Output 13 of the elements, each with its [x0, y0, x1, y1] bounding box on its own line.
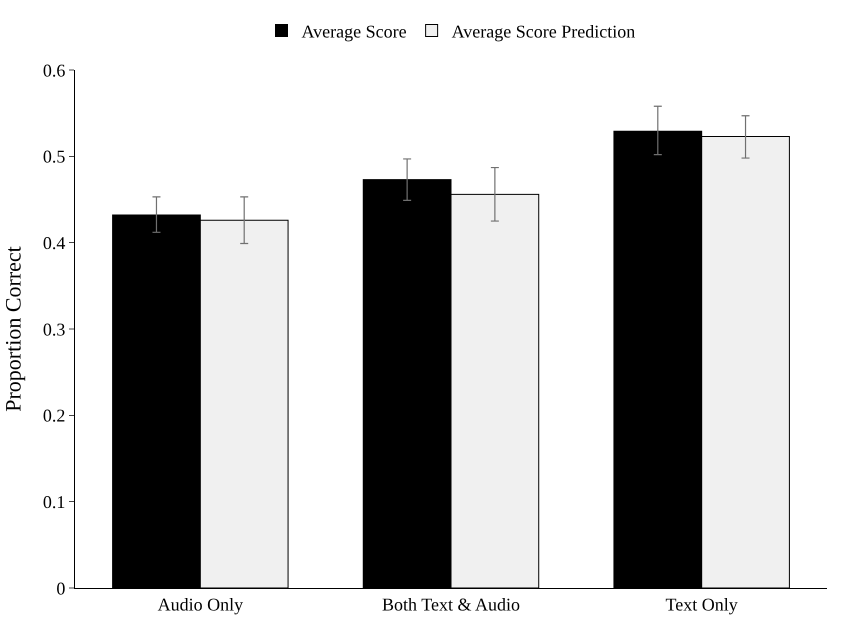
legend-label: Average Score Prediction [452, 22, 636, 42]
y-tick-label: 0.4 [42, 232, 66, 253]
y-tick-label: 0.1 [42, 492, 66, 512]
legend-label: Average Score [302, 22, 407, 42]
y-axis-title: Proportion Correct [0, 246, 26, 412]
y-tick-label: 0.6 [42, 60, 66, 80]
y-tick-label: 0 [56, 578, 66, 598]
y-tick-label: 0.2 [42, 406, 66, 426]
x-tick-label: Audio Only [158, 594, 244, 615]
x-tick-label: Text Only [666, 594, 738, 615]
y-tick-label: 0.3 [42, 319, 66, 340]
y-tick-label: 0.5 [42, 146, 66, 167]
x-tick-label: Both Text & Audio [382, 594, 520, 615]
